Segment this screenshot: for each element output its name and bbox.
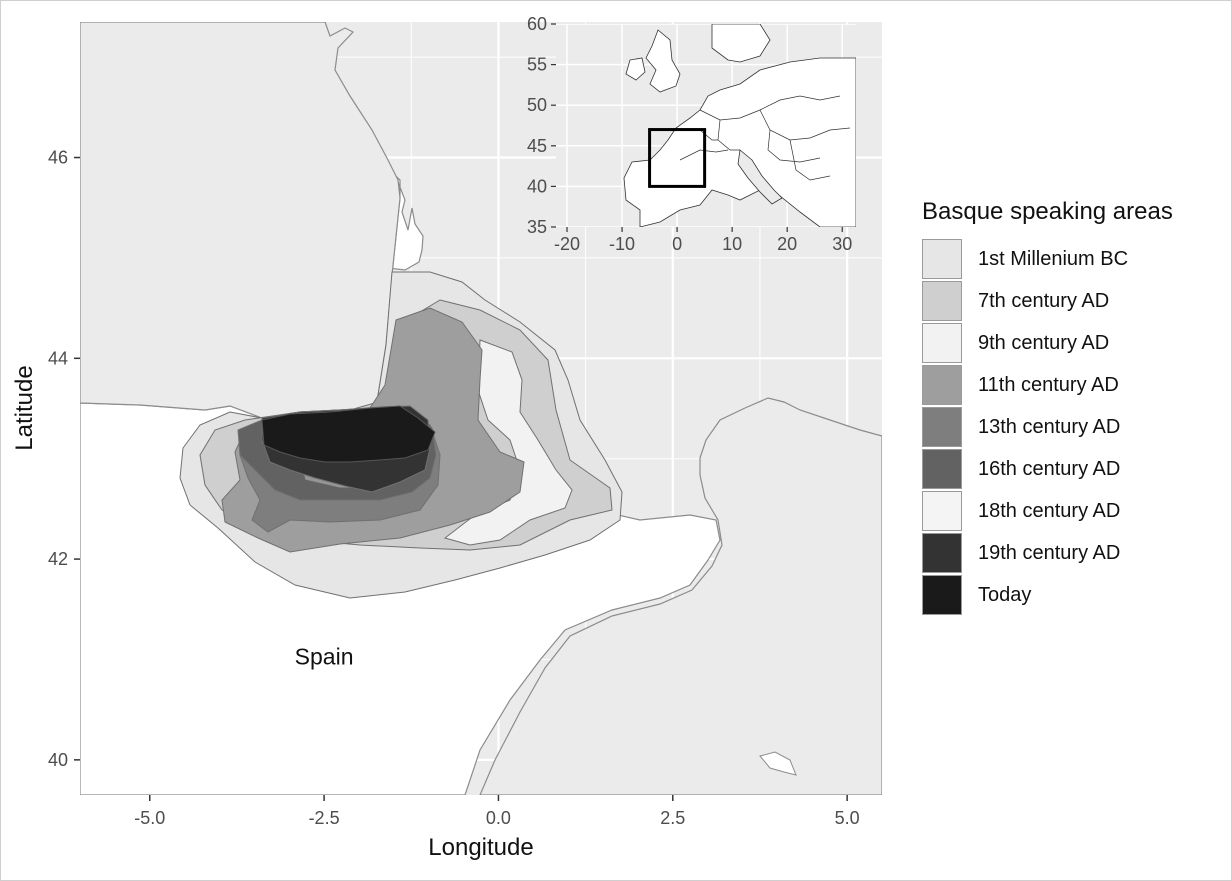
legend-swatch: [922, 239, 962, 279]
legend-item: Today: [922, 574, 1222, 616]
x-axis-label: Longitude: [428, 834, 533, 861]
inset-x-tick-label: -20: [554, 234, 580, 254]
legend-item: 1st Millenium BC: [922, 238, 1222, 280]
legend-swatch: [922, 533, 962, 573]
legend-swatch: [922, 491, 962, 531]
legend-label: 7th century AD: [978, 289, 1110, 312]
legend-label: 13th century AD: [978, 415, 1121, 438]
legend: Basque speaking areas 1st Millenium BC 7t…: [922, 198, 1222, 616]
inset-y-tick-label: 55: [527, 55, 547, 75]
inset-y-axis: 35 40 45 50 55 60: [527, 14, 556, 237]
inset-y-tick-label: 40: [527, 176, 547, 196]
inset-x-tick-label: 10: [722, 234, 742, 254]
legend-swatch: [922, 323, 962, 363]
legend-label: 19th century AD: [978, 541, 1121, 564]
inset-scandinavia: [711, 24, 771, 63]
area-9th-century-ad: [443, 339, 573, 546]
legend-label: 1st Millenium BC: [978, 247, 1129, 270]
inset-y-tick-label: 45: [527, 136, 547, 156]
legend-swatch: [922, 575, 962, 615]
y-tick-label: 46: [48, 148, 68, 168]
legend-item: 11th century AD: [922, 364, 1222, 406]
inset-country-borders: [679, 95, 851, 181]
inset-y-tick-label: 60: [527, 14, 547, 34]
y-axis: 40 42 44 46: [48, 148, 80, 770]
legend-entries: 1st Millenium BC 7th century AD 9th centur…: [922, 238, 1222, 616]
x-tick-label: 5.0: [835, 808, 860, 828]
inset-uk: [645, 29, 681, 93]
legend-title: Basque speaking areas: [922, 198, 1173, 225]
legend-label: Today: [978, 583, 1032, 606]
legend-swatch: [922, 365, 962, 405]
x-tick-label: 2.5: [660, 808, 685, 828]
legend-label: 11th century AD: [978, 373, 1119, 396]
inset-x-tick-label: 30: [832, 234, 852, 254]
inset-x-axis: -20 -10 0 10 20 30: [554, 227, 852, 254]
legend-item: 13th century AD: [922, 406, 1222, 448]
legend-label: 16th century AD: [978, 457, 1121, 480]
legend-item: 18th century AD: [922, 490, 1222, 532]
legend-item: 16th century AD: [922, 448, 1222, 490]
legend-swatch: [922, 407, 962, 447]
legend-swatch: [922, 281, 962, 321]
inset-ireland: [625, 57, 646, 81]
inset-x-tick-label: -10: [609, 234, 635, 254]
inset-map: -20 -10 0 10 20 30 35 40 45 50 55 60: [527, 14, 856, 254]
inset-italy: [737, 149, 783, 205]
y-tick-label: 40: [48, 750, 68, 770]
y-tick-label: 44: [48, 348, 68, 368]
legend-label: 18th century AD: [978, 499, 1121, 522]
inset-europe-land: [623, 57, 856, 227]
bay-of-biscay: [80, 22, 401, 419]
y-tick-label: 42: [48, 549, 68, 569]
island: [759, 751, 797, 776]
inset-y-tick-label: 50: [527, 95, 547, 115]
x-axis: -5.0 -2.5 0.0 2.5 5.0: [134, 795, 860, 828]
legend-item: 7th century AD: [922, 280, 1222, 322]
y-axis-label: Latitude: [11, 365, 38, 450]
legend-item: 9th century AD: [922, 322, 1222, 364]
land-east: [479, 397, 882, 795]
inset-x-tick-label: 0: [672, 234, 682, 254]
x-tick-label: -5.0: [134, 808, 165, 828]
legend-label: 9th century AD: [978, 331, 1110, 354]
area-today: [261, 405, 436, 463]
legend-swatch: [922, 449, 962, 489]
x-tick-label: -2.5: [309, 808, 340, 828]
inset-highlight-box: [648, 128, 707, 188]
country-label: Spain: [295, 643, 354, 669]
inset-y-tick-label: 35: [527, 217, 547, 237]
inset-x-tick-label: 20: [777, 234, 797, 254]
x-tick-label: 0.0: [486, 808, 511, 828]
legend-item: 19th century AD: [922, 532, 1222, 574]
